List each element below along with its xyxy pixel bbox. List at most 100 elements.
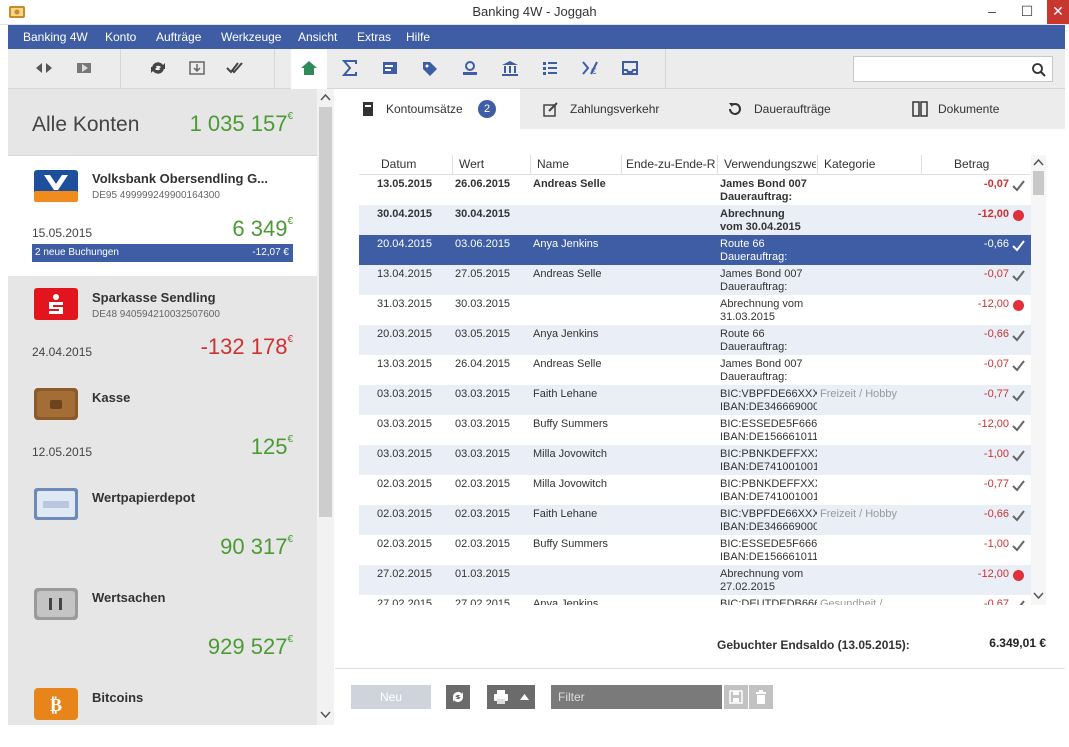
app-icon[interactable] — [8, 3, 26, 20]
tab-dokumente[interactable]: Dokumente — [885, 89, 1065, 129]
save-filter-button[interactable] — [724, 685, 748, 709]
verwendungszweck-line: James Bond 007 — [720, 358, 803, 370]
account-bitcoins[interactable]: ₿ Bitcoins — [8, 676, 317, 725]
table-row[interactable]: 27.02.2015 27.02.2015 Anya Jenkins Gesundhe… — [359, 595, 1031, 605]
tab-dauerauftraege[interactable]: Daueraufträge — [705, 89, 885, 129]
home-icon[interactable] — [297, 57, 321, 79]
scroll-up-icon[interactable] — [320, 93, 331, 101]
scroll-down-icon[interactable] — [320, 711, 331, 719]
table-row[interactable]: 20.04.2015 03.06.2015 Anya Jenkins -0,66 Rou… — [359, 235, 1031, 265]
table-row[interactable]: 20.03.2015 03.05.2015 Anya Jenkins -0,66 Rou… — [359, 325, 1031, 355]
checkmark-icon[interactable] — [1012, 389, 1025, 402]
cell-wert: 26.06.2015 — [455, 178, 511, 190]
col-wert[interactable]: Wert — [459, 157, 485, 171]
cell-datum: 03.03.2015 — [377, 418, 433, 430]
import-icon[interactable] — [185, 57, 209, 79]
mark-read-icon[interactable] — [224, 57, 248, 79]
checkmark-icon[interactable] — [1012, 449, 1025, 462]
checkmark-icon[interactable] — [1012, 509, 1025, 522]
next-icon[interactable] — [72, 57, 96, 79]
cell-verwendungszweck: Abrechnung vom 27.02.2015 — [720, 568, 817, 594]
table-row[interactable]: 13.04.2015 27.05.2015 Andreas Selle -0,07 Ja… — [359, 265, 1031, 295]
pending-dot-icon[interactable] — [1012, 299, 1025, 312]
cell-datum: 02.03.2015 — [377, 508, 433, 520]
checkmark-icon[interactable] — [1012, 599, 1025, 605]
checkmark-icon[interactable] — [1012, 419, 1025, 432]
account-wertsachen[interactable]: Wertsachen 929 527€ — [8, 576, 317, 676]
table-scroll-thumb[interactable] — [1033, 171, 1044, 195]
col-ende-zu-ende-ref[interactable]: Ende-zu-Ende-Ref — [626, 157, 716, 171]
table-row[interactable]: 03.03.2015 03.03.2015 Milla Jovowitch -1,00… — [359, 445, 1031, 475]
minimize-button[interactable]: – — [988, 3, 996, 19]
menu-werkzeuge[interactable]: Werkzeuge — [221, 30, 282, 44]
maximize-button[interactable]: ☐ — [1020, 3, 1034, 19]
tag-icon[interactable] — [418, 57, 442, 79]
print-button[interactable] — [487, 685, 535, 709]
bank-icon[interactable] — [498, 57, 522, 79]
new-button[interactable]: Neu — [351, 685, 431, 709]
scroll-up-icon[interactable] — [1033, 158, 1044, 166]
menu-ansicht[interactable]: Ansicht — [298, 30, 338, 44]
cell-wert: 27.05.2015 — [455, 268, 511, 280]
tab-zahlungsverkehr[interactable]: Zahlungsverkehr — [520, 89, 705, 129]
col-datum[interactable]: Datum — [381, 157, 417, 171]
account-volksbank[interactable]: Volksbank Obersendling G... DE95 4999992… — [8, 156, 317, 276]
all-accounts-header[interactable]: Alle Konten 1 035 157€ — [8, 89, 317, 156]
table-row[interactable]: 02.03.2015 02.03.2015 Buffy Summers -1,00 BI… — [359, 535, 1031, 565]
table-row[interactable]: 03.03.2015 03.03.2015 Buffy Summers -12,00 B… — [359, 415, 1031, 445]
table-row[interactable]: 03.03.2015 03.03.2015 Faith Lehane Freizeit… — [359, 385, 1031, 415]
table-row[interactable]: 13.05.2015 26.06.2015 Andreas Selle -0,07 Ja… — [359, 175, 1031, 205]
cell-betrag: -1,00 — [983, 538, 1009, 550]
close-button[interactable]: ✕ — [1047, 0, 1069, 24]
col-kategorie[interactable]: Kategorie — [824, 157, 876, 171]
tab-kontoumsaetze[interactable]: Kontoumsätze 2 — [335, 89, 520, 129]
account-kasse[interactable]: Kasse 12.05.2015 125€ — [8, 376, 317, 476]
verwendungszweck-line: BIC:ESSEDE5F666 — [720, 538, 817, 550]
checklist-icon[interactable] — [538, 57, 562, 79]
table-row[interactable]: 02.03.2015 02.03.2015 Faith Lehane Freizeit… — [359, 505, 1031, 535]
table-row[interactable]: 13.03.2015 26.04.2015 Andreas Selle -0,07 Ja… — [359, 355, 1031, 385]
search-input[interactable] — [853, 56, 1053, 82]
back-forward-icon[interactable] — [32, 57, 56, 79]
menu-extras[interactable]: Extras — [357, 30, 392, 44]
currency-icon[interactable]: € — [578, 57, 602, 79]
table-row[interactable]: 27.02.2015 01.03.2015 -12,00 Abrechnung vom… — [359, 565, 1031, 595]
search-icon[interactable] — [1031, 62, 1047, 78]
scroll-down-icon[interactable] — [1033, 592, 1044, 600]
col-verwendungszweck[interactable]: Verwendungszweck — [724, 157, 816, 171]
account-wertpapierdepot[interactable]: Wertpapierdepot 90 317€ — [8, 476, 317, 576]
table-row[interactable]: 31.03.2015 30.03.2015 -12,00 Abrechnung vom… — [359, 295, 1031, 325]
table-row[interactable]: 30.04.2015 30.04.2015 -12,00 Abrechnung vom … — [359, 205, 1031, 235]
sync-icon[interactable] — [146, 57, 170, 79]
account-sparkasse[interactable]: Sparkasse Sendling DE48 9405942100325076… — [8, 276, 317, 376]
menu-auftraege[interactable]: Aufträge — [156, 30, 202, 44]
new-bookings-notice[interactable]: 2 neue Buchungen -12,07 € — [32, 244, 293, 262]
menu-banking4w[interactable]: Banking 4W — [23, 30, 88, 44]
col-betrag[interactable]: Betrag — [954, 157, 990, 171]
sidebar-scrollbar[interactable] — [317, 89, 334, 725]
menu-konto[interactable]: Konto — [105, 30, 137, 44]
checkmark-icon[interactable] — [1012, 329, 1025, 342]
delete-filter-button[interactable] — [749, 685, 773, 709]
refresh-button[interactable] — [446, 685, 470, 709]
pending-dot-icon[interactable] — [1012, 209, 1025, 222]
table-row[interactable]: 02.03.2015 02.03.2015 Milla Jovowitch -0,77… — [359, 475, 1031, 505]
statement-icon[interactable] — [378, 57, 402, 79]
filter-input[interactable]: Filter — [551, 685, 722, 709]
cell-name: Faith Lehane — [533, 508, 598, 520]
checkmark-icon[interactable] — [1012, 539, 1025, 552]
checkmark-icon[interactable] — [1012, 179, 1025, 192]
table-scrollbar[interactable] — [1031, 155, 1046, 605]
sum-icon[interactable] — [338, 57, 362, 79]
bottom-bar: Neu Filter — [335, 668, 1065, 725]
checkmark-icon[interactable] — [1012, 479, 1025, 492]
checkmark-icon[interactable] — [1012, 269, 1025, 282]
sidebar-scroll-thumb[interactable] — [319, 107, 332, 517]
checkmark-icon[interactable] — [1012, 359, 1025, 372]
contact-icon[interactable] — [458, 57, 482, 79]
pending-dot-icon[interactable] — [1012, 569, 1025, 582]
inbox-icon[interactable] — [618, 57, 642, 79]
menu-hilfe[interactable]: Hilfe — [406, 30, 431, 44]
col-name[interactable]: Name — [537, 157, 570, 171]
checkmark-icon[interactable] — [1012, 239, 1025, 252]
